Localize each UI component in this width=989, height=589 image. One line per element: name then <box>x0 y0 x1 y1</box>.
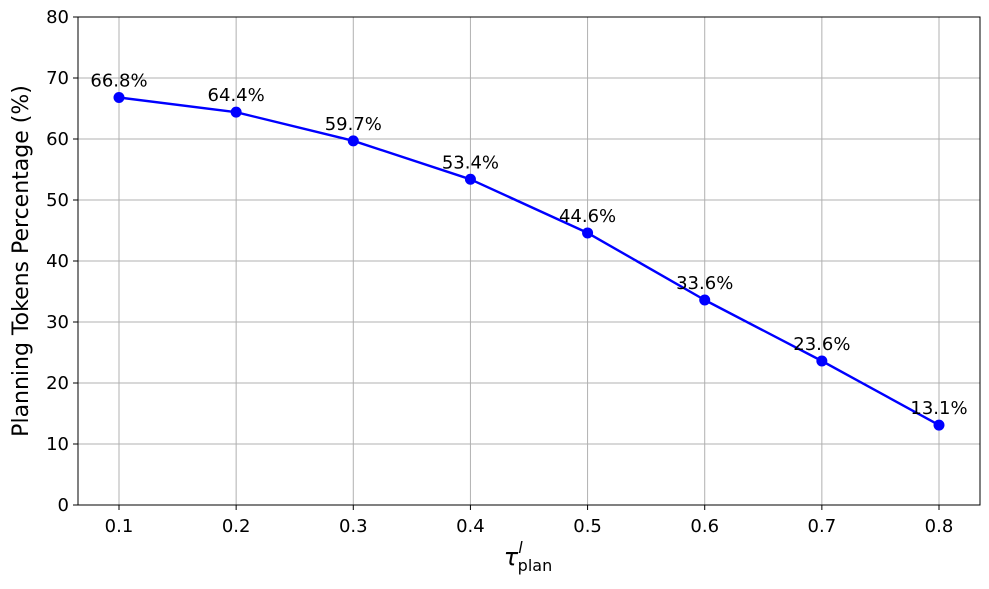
x-tick-label: 0.3 <box>339 516 368 537</box>
y-tick-label: 70 <box>46 68 69 89</box>
data-point <box>230 106 242 118</box>
x-axis-title-subscript: plan <box>518 556 553 575</box>
data-point <box>464 173 476 185</box>
data-label: 23.6% <box>793 334 850 355</box>
data-label: 53.4% <box>442 152 499 173</box>
data-label: 33.6% <box>676 273 733 294</box>
data-point <box>347 135 359 147</box>
x-tick-label: 0.2 <box>222 516 251 537</box>
data-point <box>582 227 594 239</box>
y-axis-title: Planning Tokens Percentage (%) <box>9 85 34 437</box>
x-tick-label: 0.7 <box>808 516 837 537</box>
x-tick-label: 0.5 <box>573 516 602 537</box>
x-axis-title-superscript: l <box>518 538 523 557</box>
y-tick-label: 0 <box>58 495 69 516</box>
data-point <box>816 355 828 367</box>
data-labels: 66.8% 64.4% 59.7% 53.4% 44.6% 33.6% 23.6% 13.1% <box>90 71 967 420</box>
y-tick-label: 10 <box>46 434 69 455</box>
data-series <box>113 92 945 431</box>
x-tick-label: 0.1 <box>105 516 134 537</box>
data-label: 44.6% <box>559 206 616 227</box>
y-tick-label: 40 <box>46 251 69 272</box>
x-tick-label: 0.4 <box>456 516 485 537</box>
x-axis-title: τl plan <box>504 538 552 575</box>
y-tick-label: 80 <box>46 7 69 28</box>
axis-ticks: 0.1 0.2 0.3 0.4 0.5 0.6 0.7 0.8 0 10 20 30 40 50 60 70 8… <box>46 7 953 537</box>
data-label: 13.1% <box>910 398 967 419</box>
data-point <box>933 419 945 431</box>
x-tick-label: 0.8 <box>925 516 954 537</box>
data-point <box>113 92 125 104</box>
data-label: 66.8% <box>90 71 147 92</box>
y-tick-label: 20 <box>46 373 69 394</box>
data-label: 64.4% <box>208 85 265 106</box>
x-axis-title-symbol: τ <box>504 543 519 571</box>
y-tick-label: 30 <box>46 312 69 333</box>
data-point <box>699 294 711 306</box>
y-tick-label: 60 <box>46 129 69 150</box>
y-tick-label: 50 <box>46 190 69 211</box>
series-line <box>118 96 940 427</box>
x-tick-label: 0.6 <box>690 516 719 537</box>
data-label: 59.7% <box>325 114 382 135</box>
